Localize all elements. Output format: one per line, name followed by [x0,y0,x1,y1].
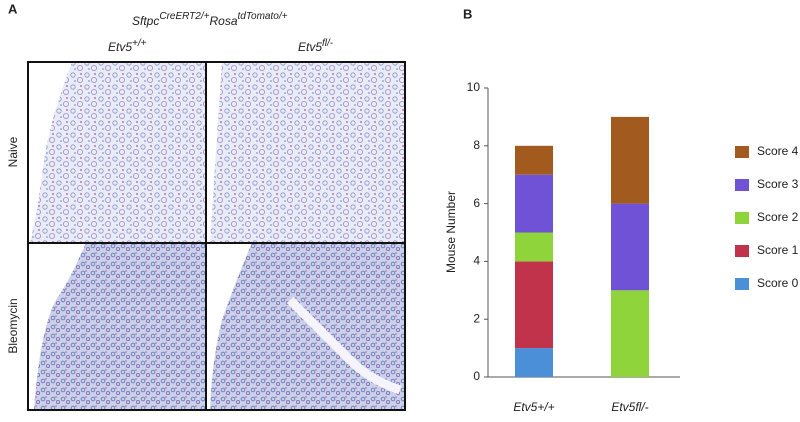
legend-label: Score 4 [757,144,799,158]
column-header: Etv5+/+ [108,38,147,55]
genotype-title: SftpcCreERT2/+RosatdTomato/+ [132,11,288,29]
header-sup: fl/- [322,38,334,49]
bar-segment [611,116,649,204]
header-part: Etv5 [108,40,132,54]
micrograph [206,62,405,243]
y-tick-label: 4 [473,254,480,268]
title-sup: CreERT2/+ [159,11,209,22]
y-tick-label: 2 [473,311,480,325]
legend-label: Score 1 [757,243,799,257]
y-tick-label: 0 [473,369,480,383]
title-part: Sftpc [132,14,159,28]
y-tick-label: 10 [467,80,481,94]
y-tick-label: 6 [473,196,480,210]
y-axis-label: Mouse Number [444,191,458,273]
x-tick-label: Etv5fl/- [611,400,648,414]
legend-swatch [735,146,749,158]
tissue-edge [206,243,252,410]
y-tick-label: 8 [473,138,480,152]
legend-swatch [735,179,749,191]
bar-segment [515,232,553,262]
tissue-edge [28,62,72,243]
legend-swatch [735,212,749,224]
title-part: Rosa [209,14,237,28]
tissue-edge [206,62,222,243]
legend-label: Score 0 [757,276,799,290]
tissue-edge [28,243,86,410]
header-part: Etv5 [298,40,322,54]
bar-segment [515,174,553,233]
legend-label: Score 3 [757,177,799,191]
panel-label: B [463,6,472,21]
bar-segment [515,261,553,349]
row-label: Naive [6,136,20,167]
row-label: Bleomycin [6,298,20,353]
grid-frame [27,61,406,411]
legend-swatch [735,278,749,290]
x-tick-label: Etv5+/+ [513,400,554,414]
legend-swatch [735,245,749,257]
column-header: Etv5fl/- [298,38,334,55]
bar-segment [611,203,649,291]
panel-label: A [8,1,18,16]
header-sup: +/+ [132,38,147,49]
airway [286,296,402,395]
bar-segment [611,290,649,377]
title-sup: tdTomato/+ [238,11,288,22]
bar-segment [515,145,553,175]
bar-segment [515,348,553,377]
micrographs [27,61,406,411]
legend-label: Score 2 [757,210,799,224]
